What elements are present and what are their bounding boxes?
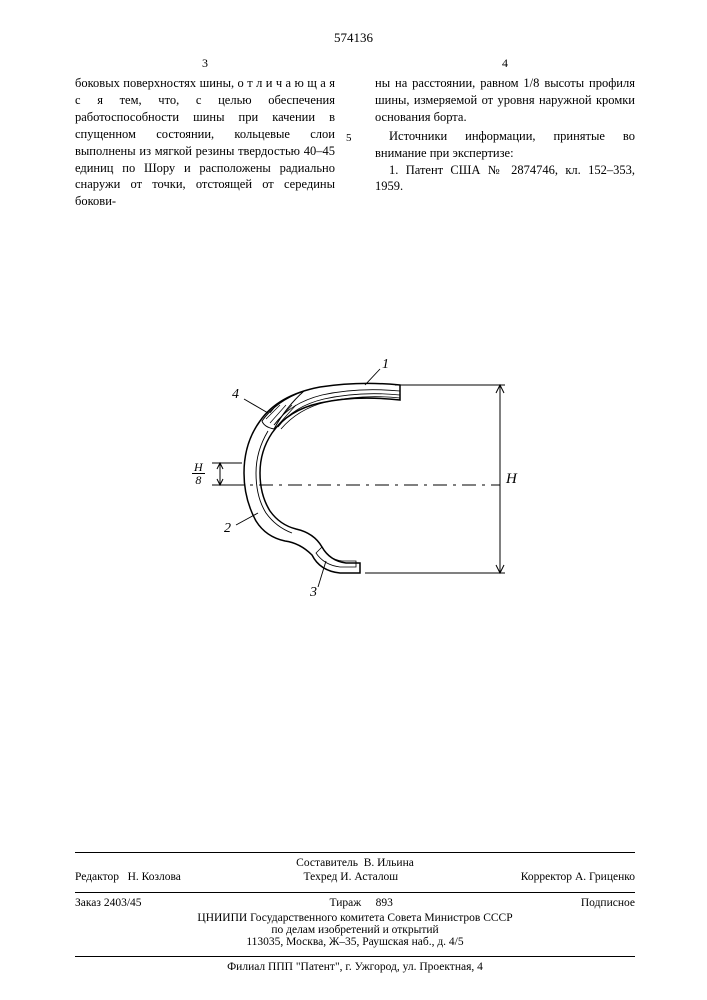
footer-credits: Составитель В. Ильина Редактор Н. Козлов… (75, 857, 635, 883)
page: 574136 3 боковых поверхностях шины, о т … (0, 0, 707, 1000)
figure-label-H8: H 8 (192, 461, 205, 486)
figure-label-2: 2 (224, 521, 231, 537)
corrector-name: А. Гриценко (575, 871, 635, 883)
compiler-name: В. Ильина (364, 857, 414, 869)
column-right: 4 ны на расстоянии, равном 1/8 высоты пр… (375, 55, 635, 195)
footer-order-row: Заказ 2403/45 Тираж 893 Подписное ЦНИИПИ… (75, 897, 635, 948)
footer-rule-2 (75, 892, 635, 893)
figure-svg (170, 355, 540, 615)
column-right-p1: ны на расстоянии, равном 1/8 высоты проф… (375, 75, 635, 126)
footer-rule-1 (75, 852, 635, 853)
tech-name: И. Асталош (340, 871, 398, 883)
h8-denominator: 8 (192, 474, 205, 486)
line-number-5: 5 (346, 132, 352, 144)
column-left: 3 боковых поверхностях шины, о т л и ч а… (75, 55, 335, 210)
column-right-p2: Источники информации, принятые во вниман… (375, 128, 635, 162)
org-line-1: ЦНИИПИ Государственного комитета Совета … (197, 912, 512, 924)
figure-label-1: 1 (382, 357, 389, 373)
branch-line: Филиал ППП "Патент", г. Ужгород, ул. Про… (227, 961, 483, 973)
figure-label-4: 4 (232, 387, 239, 403)
tech-label: Техред (304, 871, 338, 883)
tirazh-label: Тираж (330, 897, 362, 909)
compiler-label: Составитель (296, 857, 358, 869)
editor-name: Н. Козлова (128, 871, 181, 883)
org-line-2: по делам изобретений и открытий (271, 924, 438, 936)
order-value: 2403/45 (104, 897, 142, 909)
document-number: 574136 (0, 30, 707, 46)
column-number-right: 4 (375, 55, 635, 71)
address-line: 113035, Москва, Ж–35, Раушская наб., д. … (246, 936, 463, 948)
footer-rule-3 (75, 956, 635, 957)
tire-cross-section-figure: 1 4 2 3 H H 8 (170, 355, 540, 615)
subscription: Подписное (581, 897, 635, 909)
figure-label-3: 3 (310, 585, 317, 601)
column-left-text: боковых поверхностях шины, о т л и ч а ю… (75, 75, 335, 210)
footer-branch: Филиал ППП "Патент", г. Ужгород, ул. Про… (75, 961, 635, 973)
column-number-left: 3 (75, 55, 335, 71)
figure-label-H: H (506, 471, 517, 488)
tirazh-value: 893 (376, 897, 393, 909)
order-label: Заказ (75, 897, 101, 909)
editor-label: Редактор (75, 871, 119, 883)
column-right-p3: 1. Патент США № 2874746, кл. 152–353, 19… (375, 162, 635, 196)
corrector-label: Корректор (521, 871, 572, 883)
